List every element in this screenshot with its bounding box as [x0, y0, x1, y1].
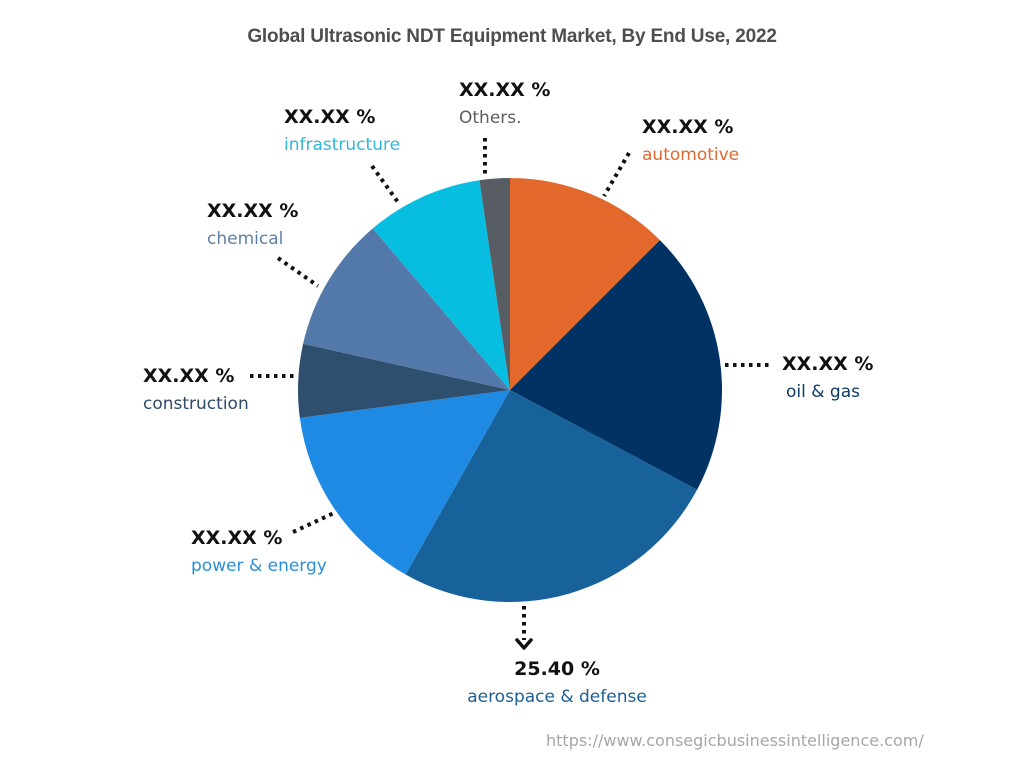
category-label-power: power & energy — [191, 556, 327, 576]
pie-slice-infrastructure — [372, 180, 510, 390]
category-label-others: Others. — [459, 108, 522, 128]
category-label-aerospace: aerospace & defense — [467, 687, 647, 707]
leader-line-infrastructure — [370, 164, 402, 207]
leader-line-automotive — [602, 151, 631, 198]
pie-slice-automotive — [510, 178, 660, 390]
category-label-infrastructure: infrastructure — [284, 135, 401, 155]
category-label-oil-gas: oil & gas — [786, 382, 860, 402]
pie-slice-construction — [297, 343, 510, 418]
arrowhead-icon — [515, 638, 533, 650]
value-label-automotive: XX.XX % — [642, 116, 734, 138]
label-chemical: XX.XX % chemical — [207, 199, 298, 251]
category-label-automotive: automotive — [642, 145, 740, 165]
pie-slice-others — [479, 178, 510, 390]
value-label-oil-gas: XX.XX % — [782, 353, 874, 375]
value-label-aerospace: 25.40 % — [514, 658, 600, 680]
value-label-power: XX.XX % — [191, 527, 283, 549]
category-label-construction: construction — [143, 394, 249, 414]
category-label-chemical: chemical — [207, 229, 284, 249]
label-infrastructure: XX.XX % infrastructure — [284, 105, 400, 157]
value-label-construction: XX.XX % — [143, 365, 235, 387]
label-power: XX.XX % power & energy — [191, 526, 327, 578]
pie-slice-aerospace-defense — [405, 390, 698, 603]
pie-slice-oil-gas — [510, 240, 723, 490]
pie-slice-power-energy — [299, 390, 510, 575]
pie-slice-chemical — [303, 228, 510, 390]
source-url: https://www.consegicbusinessintelligence… — [546, 731, 924, 750]
pie-slices — [297, 178, 723, 603]
label-oil-gas: XX.XX % oil & gas — [782, 352, 873, 404]
value-label-infrastructure: XX.XX % — [284, 106, 376, 128]
chart-title: Global Ultrasonic NDT Equipment Market, … — [247, 26, 777, 47]
label-construction: XX.XX % construction — [143, 364, 249, 416]
value-label-chemical: XX.XX % — [207, 200, 299, 222]
label-others: XX.XX % Others. — [459, 78, 550, 130]
leader-lines — [250, 138, 770, 640]
label-aerospace: 25.40 % aerospace & defense — [459, 657, 655, 709]
leader-line-chemical — [276, 256, 320, 288]
label-automotive: XX.XX % automotive — [642, 115, 739, 167]
value-label-others: XX.XX % — [459, 79, 551, 101]
